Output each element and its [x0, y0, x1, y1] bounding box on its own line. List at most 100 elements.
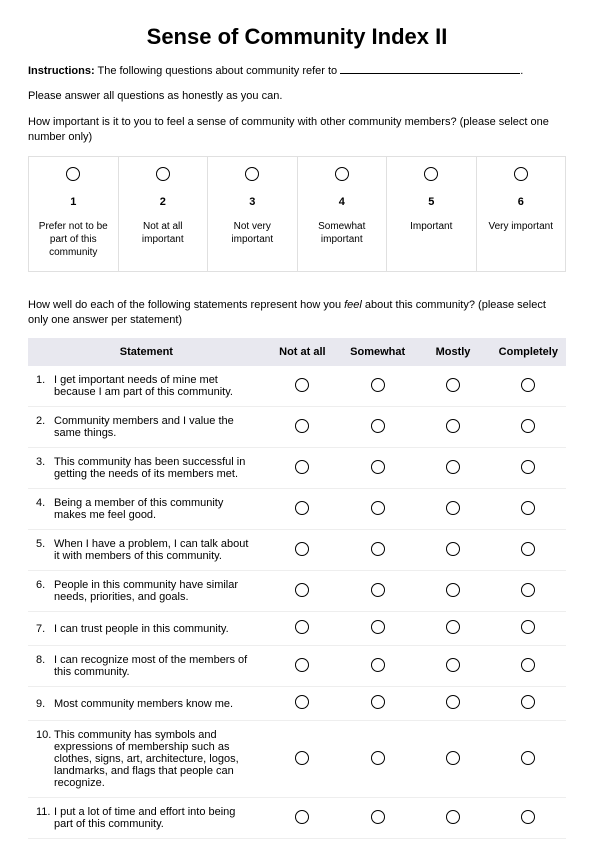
radio-icon[interactable]	[371, 501, 385, 515]
radio-icon[interactable]	[521, 583, 535, 597]
radio-icon[interactable]	[446, 460, 460, 474]
table-row: 7.I can trust people in this community.	[28, 612, 566, 646]
radio-icon[interactable]	[335, 167, 349, 181]
radio-icon[interactable]	[446, 620, 460, 634]
radio-icon[interactable]	[371, 620, 385, 634]
radio-icon[interactable]	[371, 378, 385, 392]
radio-icon[interactable]	[371, 583, 385, 597]
importance-question: How important is it to you to feel a sen…	[28, 115, 566, 146]
radio-icon[interactable]	[521, 695, 535, 709]
answer-cell	[491, 489, 566, 530]
answer-cell	[491, 530, 566, 571]
radio-icon[interactable]	[521, 501, 535, 515]
scale-option-5[interactable]: 5Important	[387, 157, 477, 271]
radio-icon[interactable]	[446, 501, 460, 515]
statement-text: I get important needs of mine met becaus…	[54, 374, 257, 398]
radio-icon[interactable]	[521, 419, 535, 433]
table-row: 4.Being a member of this community makes…	[28, 489, 566, 530]
answer-cell	[340, 489, 415, 530]
page-title: Sense of Community Index II	[28, 24, 566, 50]
scale-label: Very important	[481, 220, 562, 233]
answer-cell	[265, 571, 340, 612]
radio-icon[interactable]	[295, 620, 309, 634]
radio-icon[interactable]	[521, 460, 535, 474]
answer-cell	[340, 612, 415, 646]
radio-icon[interactable]	[446, 810, 460, 824]
scale-option-3[interactable]: 3Not very important	[208, 157, 298, 271]
col-header-somewhat: Somewhat	[340, 338, 415, 366]
statement-number: 3.	[36, 456, 54, 480]
radio-icon[interactable]	[295, 695, 309, 709]
radio-icon[interactable]	[295, 378, 309, 392]
radio-icon[interactable]	[446, 419, 460, 433]
statement-text: I can trust people in this community.	[54, 623, 229, 635]
answer-cell	[265, 721, 340, 798]
statement-text: Community members and I value the same t…	[54, 415, 257, 439]
statement-text: Most community members know me.	[54, 698, 233, 710]
radio-icon[interactable]	[521, 751, 535, 765]
radio-icon[interactable]	[446, 695, 460, 709]
scale-option-4[interactable]: 4Somewhat important	[298, 157, 388, 271]
col-header-mostly: Mostly	[415, 338, 490, 366]
answer-cell	[265, 366, 340, 407]
radio-icon[interactable]	[446, 542, 460, 556]
statements-table: Statement Not at all Somewhat Mostly Com…	[28, 338, 566, 839]
scale-option-1[interactable]: 1Prefer not to be part of this community	[29, 157, 119, 271]
radio-icon[interactable]	[521, 620, 535, 634]
radio-icon[interactable]	[446, 658, 460, 672]
scale-label: Somewhat important	[302, 220, 383, 246]
radio-icon[interactable]	[521, 378, 535, 392]
radio-icon[interactable]	[371, 419, 385, 433]
radio-icon[interactable]	[295, 501, 309, 515]
answer-cell	[265, 448, 340, 489]
radio-icon[interactable]	[514, 167, 528, 181]
answer-cell	[265, 530, 340, 571]
answer-cell	[340, 448, 415, 489]
answer-cell	[491, 687, 566, 721]
radio-icon[interactable]	[295, 419, 309, 433]
radio-icon[interactable]	[295, 810, 309, 824]
statement-text: This community has symbols and expressio…	[54, 729, 257, 789]
answer-cell	[265, 489, 340, 530]
radio-icon[interactable]	[521, 658, 535, 672]
radio-icon[interactable]	[156, 167, 170, 181]
answer-cell	[340, 721, 415, 798]
scale-option-2[interactable]: 2Not at all important	[119, 157, 209, 271]
statement-cell: 6.People in this community have similar …	[28, 571, 265, 612]
instructions-period: .	[520, 65, 523, 77]
radio-icon[interactable]	[371, 695, 385, 709]
statement-text: I can recognize most of the members of t…	[54, 654, 257, 678]
radio-icon[interactable]	[371, 658, 385, 672]
table-row: 8.I can recognize most of the members of…	[28, 646, 566, 687]
radio-icon[interactable]	[446, 583, 460, 597]
radio-icon[interactable]	[295, 542, 309, 556]
radio-icon[interactable]	[424, 167, 438, 181]
table-row: 5.When I have a problem, I can talk abou…	[28, 530, 566, 571]
scale-label: Prefer not to be part of this community	[33, 220, 114, 259]
scale-label: Not very important	[212, 220, 293, 246]
table-row: 2.Community members and I value the same…	[28, 407, 566, 448]
radio-icon[interactable]	[521, 542, 535, 556]
radio-icon[interactable]	[446, 378, 460, 392]
radio-icon[interactable]	[446, 751, 460, 765]
radio-icon[interactable]	[245, 167, 259, 181]
blank-fill-line[interactable]	[340, 64, 520, 74]
radio-icon[interactable]	[521, 810, 535, 824]
honesty-text: Please answer all questions as honestly …	[28, 89, 566, 104]
table-row: 3.This community has been successful in …	[28, 448, 566, 489]
statement-cell: 1.I get important needs of mine met beca…	[28, 366, 265, 407]
radio-icon[interactable]	[371, 460, 385, 474]
col-header-completely: Completely	[491, 338, 566, 366]
radio-icon[interactable]	[295, 751, 309, 765]
radio-icon[interactable]	[371, 751, 385, 765]
radio-icon[interactable]	[371, 810, 385, 824]
radio-icon[interactable]	[295, 583, 309, 597]
radio-icon[interactable]	[66, 167, 80, 181]
answer-cell	[340, 530, 415, 571]
radio-icon[interactable]	[295, 658, 309, 672]
radio-icon[interactable]	[371, 542, 385, 556]
scale-option-6[interactable]: 6Very important	[477, 157, 566, 271]
statement-cell: 7.I can trust people in this community.	[28, 612, 265, 646]
radio-icon[interactable]	[295, 460, 309, 474]
statement-number: 10.	[36, 729, 54, 789]
